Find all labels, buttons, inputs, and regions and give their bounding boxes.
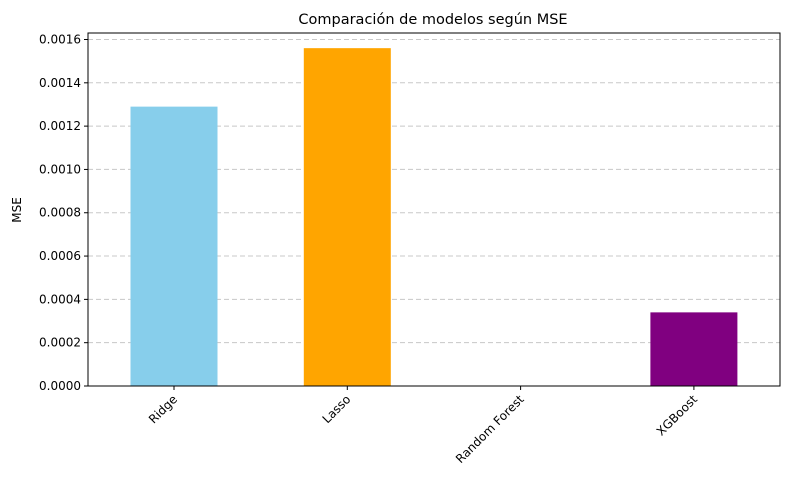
y-tick-label: 0.0016 [39, 32, 81, 46]
y-tick-label: 0.0012 [39, 119, 81, 133]
x-tick-label: Random Forest [453, 392, 527, 466]
y-tick-label: 0.0000 [39, 379, 81, 393]
x-tick-label: XGBoost [654, 392, 700, 438]
plot-frame [87, 32, 781, 387]
chart-title: Comparación de modelos según MSE [298, 12, 567, 28]
x-tick-label: Ridge [146, 392, 180, 426]
bars [130, 48, 738, 387]
y-axis-label: MSE [10, 197, 24, 223]
x-axis-ticks: Ridge Lasso Random Forest XGBoost [146, 386, 700, 466]
y-tick-label: 0.0006 [39, 249, 81, 263]
y-tick-label: 0.0004 [39, 292, 81, 306]
bar-lasso [303, 48, 391, 386]
bar-xgboost [650, 312, 738, 386]
y-tick-label: 0.0010 [39, 162, 81, 176]
y-axis-ticks: 0.0000 0.0002 0.0004 0.0006 0.0008 0.0010 0.00… [39, 32, 88, 393]
y-tick-label: 0.0008 [39, 206, 81, 220]
y-tick-label: 0.0014 [39, 76, 81, 90]
bar-ridge [130, 106, 218, 387]
y-tick-label: 0.0002 [39, 336, 81, 350]
x-tick-label: Lasso [320, 392, 354, 426]
